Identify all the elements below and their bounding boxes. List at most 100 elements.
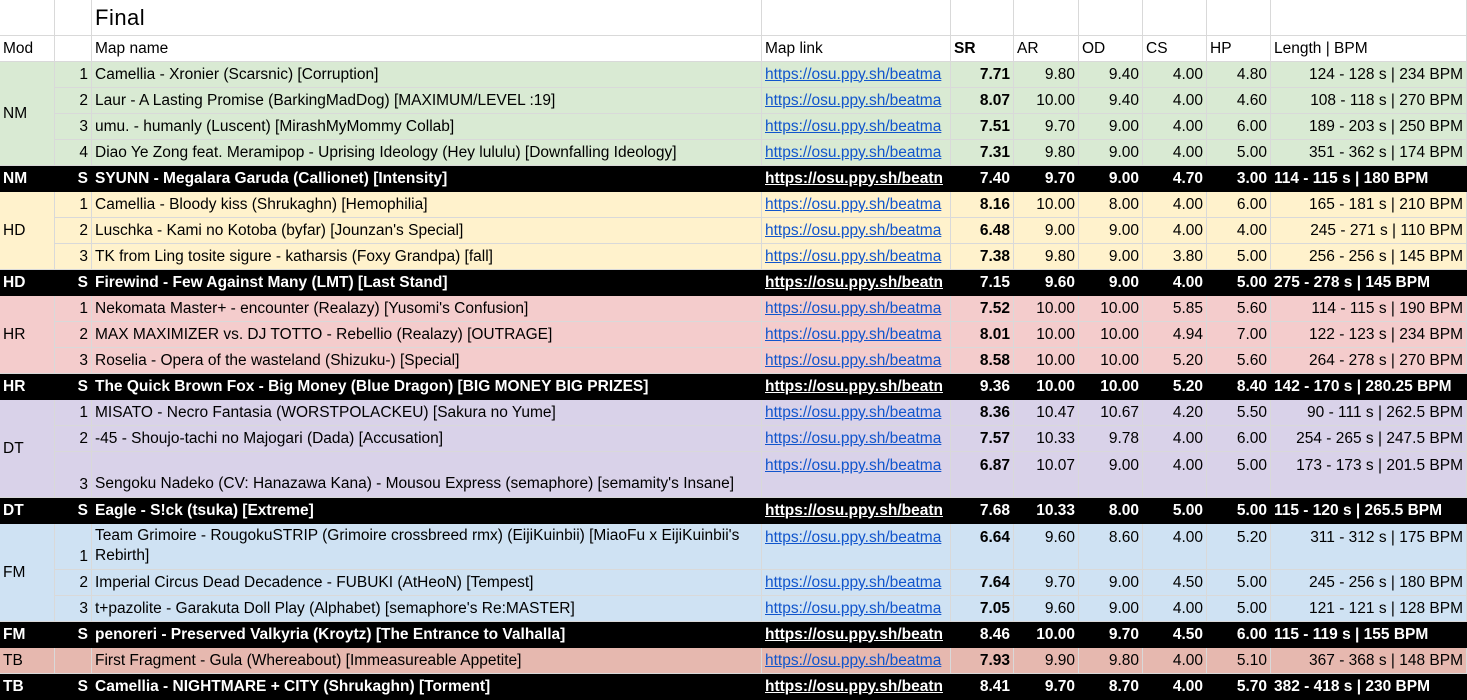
cell-ar[interactable]: 9.70 — [1014, 114, 1079, 140]
cell-ar[interactable]: 10.00 — [1014, 192, 1079, 218]
selected-cell-od[interactable]: 8.00 — [1079, 498, 1143, 524]
cell-od[interactable]: 10.00 — [1079, 322, 1143, 348]
cell-num[interactable]: 3 — [55, 114, 92, 140]
cell-len[interactable]: 122 - 123 s | 234 BPM — [1271, 322, 1467, 348]
cell-link[interactable]: https://osu.ppy.sh/beatma — [762, 570, 951, 596]
cell-name[interactable]: TK from Ling tosite sigure - katharsis (… — [92, 244, 762, 270]
cell-len[interactable]: 124 - 128 s | 234 BPM — [1271, 62, 1467, 88]
selected-cell-name[interactable]: SYUNN - Megalara Garuda (Callionet) [Int… — [92, 166, 762, 192]
cell-hp[interactable]: 4.60 — [1207, 88, 1271, 114]
selected-cell-ar[interactable]: 9.70 — [1014, 674, 1079, 700]
cell-sr[interactable]: 7.51 — [951, 114, 1014, 140]
cell-od[interactable]: 9.00 — [1079, 570, 1143, 596]
cell-name[interactable]: Luschka - Kami no Kotoba (byfar) [Jounza… — [92, 218, 762, 244]
selected-cell-od[interactable]: 9.00 — [1079, 270, 1143, 296]
cell-hp[interactable]: 5.00 — [1207, 452, 1271, 498]
cell-hp[interactable]: 7.00 — [1207, 322, 1271, 348]
cell-link-title-row[interactable] — [762, 0, 951, 36]
cell-ar[interactable]: 10.00 — [1014, 88, 1079, 114]
mod-group-tb[interactable]: TB — [0, 648, 55, 674]
cell-sr-title-row[interactable] — [951, 0, 1014, 36]
selected-cell-link[interactable]: https://osu.ppy.sh/beatn — [762, 498, 951, 524]
cell-hp[interactable]: 5.50 — [1207, 400, 1271, 426]
cell-cs[interactable]: 4.00 — [1143, 62, 1207, 88]
cell-len[interactable]: 121 - 121 s | 128 BPM — [1271, 596, 1467, 622]
selected-cell-ar[interactable]: 9.70 — [1014, 166, 1079, 192]
selected-cell-num[interactable]: S — [55, 674, 92, 700]
map-link[interactable]: https://osu.ppy.sh/beatma — [765, 91, 942, 109]
cell-name[interactable]: First Fragment - Gula (Whereabout) [Imme… — [92, 648, 762, 674]
mod-group-fm[interactable]: FM — [0, 524, 55, 622]
cell-name[interactable]: Camellia - Xronier (Scarsnic) [Corruptio… — [92, 62, 762, 88]
cell-cs[interactable]: 4.00 — [1143, 140, 1207, 166]
selected-cell-name[interactable]: Camellia - NIGHTMARE + CITY (Shrukaghn) … — [92, 674, 762, 700]
cell-link[interactable]: https://osu.ppy.sh/beatma — [762, 114, 951, 140]
selected-cell-mod[interactable]: HR — [0, 374, 55, 400]
cell-link[interactable]: https://osu.ppy.sh/beatma — [762, 192, 951, 218]
cell-name[interactable]: t+pazolite - Garakuta Doll Play (Alphabe… — [92, 596, 762, 622]
cell-od[interactable]: 9.00 — [1079, 114, 1143, 140]
selected-cell-link[interactable]: https://osu.ppy.sh/beatn — [762, 270, 951, 296]
selected-cell-link[interactable]: https://osu.ppy.sh/beatn — [762, 166, 951, 192]
cell-link[interactable]: https://osu.ppy.sh/beatma — [762, 596, 951, 622]
selected-cell-num[interactable]: S — [55, 374, 92, 400]
cell-cs[interactable]: 4.00 — [1143, 648, 1207, 674]
cell-sr[interactable]: 7.31 — [951, 140, 1014, 166]
selected-cell-cs[interactable]: 5.20 — [1143, 374, 1207, 400]
cell-len[interactable]: 245 - 271 s | 110 BPM — [1271, 218, 1467, 244]
map-link[interactable]: https://osu.ppy.sh/beatma — [765, 325, 942, 343]
selected-cell-len[interactable]: 115 - 120 s | 265.5 BPM — [1271, 498, 1467, 524]
cell-cs[interactable]: 4.20 — [1143, 400, 1207, 426]
cell-len[interactable]: 311 - 312 s | 175 BPM — [1271, 524, 1467, 570]
cell-od[interactable]: 10.00 — [1079, 348, 1143, 374]
cell-name[interactable]: umu. - humanly (Luscent) [MirashMyMommy … — [92, 114, 762, 140]
map-link[interactable]: https://osu.ppy.sh/beatma — [765, 429, 942, 447]
cell-hp[interactable]: 5.00 — [1207, 596, 1271, 622]
map-link[interactable]: https://osu.ppy.sh/beatma — [765, 65, 942, 83]
selected-cell-hp[interactable]: 3.00 — [1207, 166, 1271, 192]
cell-ar[interactable]: 9.60 — [1014, 596, 1079, 622]
cell-link[interactable]: https://osu.ppy.sh/beatma — [762, 244, 951, 270]
map-link[interactable]: https://osu.ppy.sh/beatma — [765, 457, 942, 474]
cell-num[interactable]: 2 — [55, 218, 92, 244]
selected-cell-hp[interactable]: 6.00 — [1207, 622, 1271, 648]
mod-group-hr[interactable]: HR — [0, 296, 55, 374]
selected-cell-mod[interactable]: TB — [0, 674, 55, 700]
cell-sr[interactable]: 8.01 — [951, 322, 1014, 348]
selected-cell-link[interactable]: https://osu.ppy.sh/beatn — [762, 622, 951, 648]
cell-name[interactable]: Nekomata Master+ - encounter (Realazy) [… — [92, 296, 762, 322]
cell-num[interactable]: 3 — [55, 348, 92, 374]
cell-name[interactable]: -45 - Shoujo-tachi no Majogari (Dada) [A… — [92, 426, 762, 452]
cell-len[interactable]: 173 - 173 s | 201.5 BPM — [1271, 452, 1467, 498]
cell-sr[interactable]: 6.64 — [951, 524, 1014, 570]
cell-num[interactable]: 1 — [55, 400, 92, 426]
selected-map-link[interactable]: https://osu.ppy.sh/beatn — [765, 501, 943, 519]
cell-link[interactable]: https://osu.ppy.sh/beatma — [762, 218, 951, 244]
selected-cell-len[interactable]: 382 - 418 s | 230 BPM — [1271, 674, 1467, 700]
cell-cs[interactable]: 4.00 — [1143, 596, 1207, 622]
selected-map-link[interactable]: https://osu.ppy.sh/beatn — [765, 273, 943, 291]
selected-cell-num[interactable]: S — [55, 166, 92, 192]
cell-od[interactable]: 9.00 — [1079, 596, 1143, 622]
selected-cell-len[interactable]: 275 - 278 s | 145 BPM — [1271, 270, 1467, 296]
selected-cell-sr[interactable]: 8.46 — [951, 622, 1014, 648]
cell-cs[interactable]: 4.50 — [1143, 570, 1207, 596]
cell-len[interactable]: 114 - 115 s | 190 BPM — [1271, 296, 1467, 322]
cell-hp[interactable]: 5.00 — [1207, 570, 1271, 596]
cell-od[interactable]: 10.67 — [1079, 400, 1143, 426]
cell-cs[interactable]: 4.00 — [1143, 192, 1207, 218]
cell-sr[interactable]: 7.57 — [951, 426, 1014, 452]
selected-cell-name[interactable]: Firewind - Few Against Many (LMT) [Last … — [92, 270, 762, 296]
map-link[interactable]: https://osu.ppy.sh/beatma — [765, 403, 942, 421]
cell-num-title-row[interactable] — [55, 0, 92, 36]
cell-num[interactable]: 1 — [55, 524, 92, 570]
cell-num[interactable]: 4 — [55, 140, 92, 166]
cell-num[interactable] — [55, 648, 92, 674]
cell-od-title-row[interactable] — [1079, 0, 1143, 36]
header-sr[interactable]: SR — [951, 36, 1014, 62]
cell-hp[interactable]: 5.60 — [1207, 348, 1271, 374]
selected-cell-sr[interactable]: 7.68 — [951, 498, 1014, 524]
cell-od[interactable]: 10.00 — [1079, 296, 1143, 322]
cell-num[interactable]: 1 — [55, 192, 92, 218]
cell-ar[interactable]: 9.00 — [1014, 218, 1079, 244]
